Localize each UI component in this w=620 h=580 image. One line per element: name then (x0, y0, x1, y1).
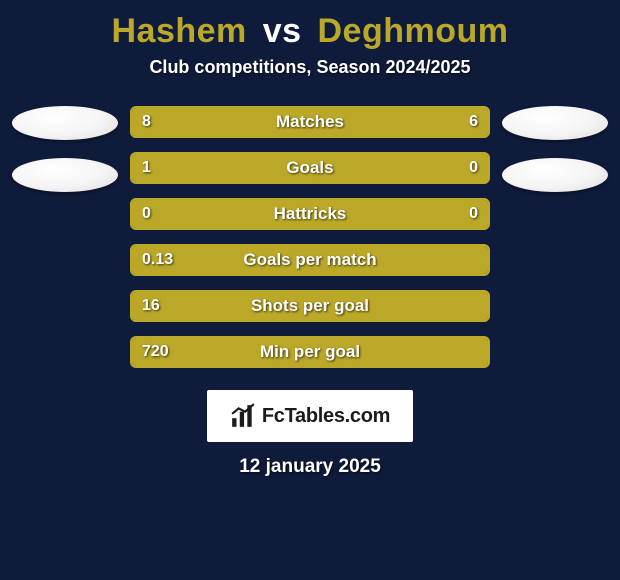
player-1-badge-column (0, 106, 130, 368)
stat-fill-right (410, 154, 488, 182)
player-2-name: Deghmoum (318, 12, 509, 50)
stat-row: Goals per match0.13 (130, 244, 490, 276)
card-subtitle: Club competitions, Season 2024/2025 (0, 57, 620, 78)
player-2-badge-column (490, 106, 620, 368)
player-1-name: Hashem (111, 12, 246, 50)
stat-row: Goals10 (130, 152, 490, 184)
brand-chart-icon (230, 403, 256, 429)
stat-row: Shots per goal16 (130, 290, 490, 322)
comparison-grid: Matches86 Goals10 Hattricks00 Goals per mat… (0, 106, 620, 368)
stat-row: Min per goal720 (130, 336, 490, 368)
player-2-badge-2 (502, 158, 608, 192)
brand-plate: FcTables.com (207, 390, 413, 442)
stat-fill-right (132, 200, 488, 228)
stat-row: Hattricks00 (130, 198, 490, 230)
footer-date: 12 january 2025 (0, 456, 620, 478)
stat-fill-left (132, 338, 488, 366)
stat-bars: Matches86 Goals10 Hattricks00 Goals per mat… (130, 106, 490, 368)
stat-fill-right (335, 108, 488, 136)
player-2-badge (502, 106, 608, 140)
card-title: Hashem vs Deghmoum (0, 12, 620, 51)
stat-fill-left (132, 246, 488, 274)
stat-row: Matches86 (130, 106, 490, 138)
player-1-badge-2 (12, 158, 118, 192)
player-1-badge (12, 106, 118, 140)
stat-fill-left (132, 108, 335, 136)
stat-fill-left (132, 292, 488, 320)
comparison-card: Hashem vs Deghmoum Club competitions, Se… (0, 0, 620, 580)
vs-label: vs (263, 12, 302, 50)
brand-text: FcTables.com (262, 405, 390, 428)
